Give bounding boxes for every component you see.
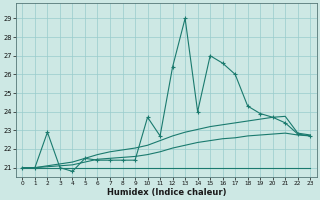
X-axis label: Humidex (Indice chaleur): Humidex (Indice chaleur) [107,188,226,197]
